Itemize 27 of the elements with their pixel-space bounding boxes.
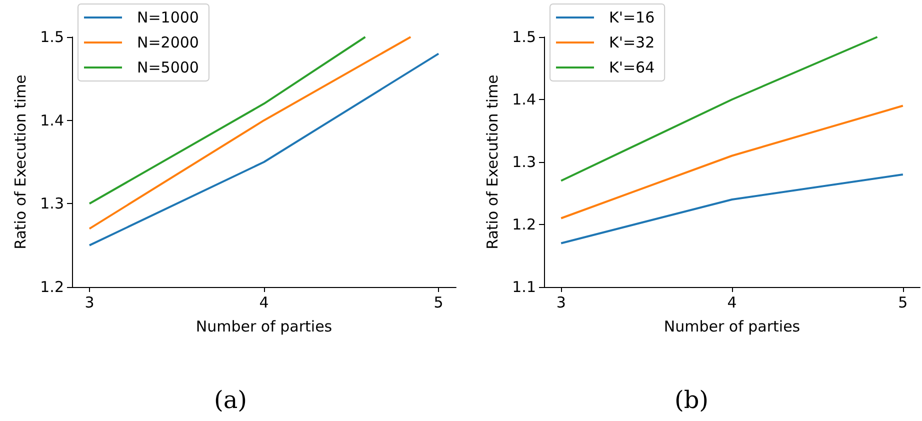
- legend-label: N=1000: [137, 8, 199, 26]
- y-tick-label: 1.1: [512, 278, 536, 296]
- x-tick-label: 3: [84, 294, 94, 312]
- text: (b): [674, 386, 709, 414]
- legend-label: N=5000: [137, 58, 199, 76]
- x-axis-title: Number of parties: [196, 318, 332, 336]
- x-tick-label: 3: [556, 294, 566, 312]
- x-tick-label: 4: [259, 294, 269, 312]
- y-tick-label: 1.3: [512, 153, 536, 171]
- legend-label: K'=32: [609, 34, 655, 52]
- x-tick-label: 4: [727, 294, 737, 312]
- x-tick-label: 5: [898, 294, 908, 312]
- y-tick-label: 1.2: [512, 216, 536, 234]
- y-tick-label: 1.4: [40, 111, 64, 130]
- y-tick-label: 1.2: [40, 278, 64, 296]
- y-tick-label: 1.5: [512, 28, 536, 46]
- legend-label: K'=16: [609, 8, 655, 26]
- y-tick-label: 1.3: [40, 194, 64, 213]
- y-tick-label: 1.4: [512, 90, 536, 108]
- y-axis-title: Ratio of Execution time: [484, 74, 502, 250]
- legend-label: K'=64: [609, 58, 655, 76]
- x-axis-title: Number of parties: [664, 318, 800, 336]
- x-tick-label: 5: [434, 294, 444, 312]
- y-tick-label: 1.5: [40, 28, 64, 46]
- text: (a): [214, 386, 248, 414]
- legend-label: N=2000: [137, 34, 199, 52]
- y-axis-title: Ratio of Execution time: [12, 74, 30, 250]
